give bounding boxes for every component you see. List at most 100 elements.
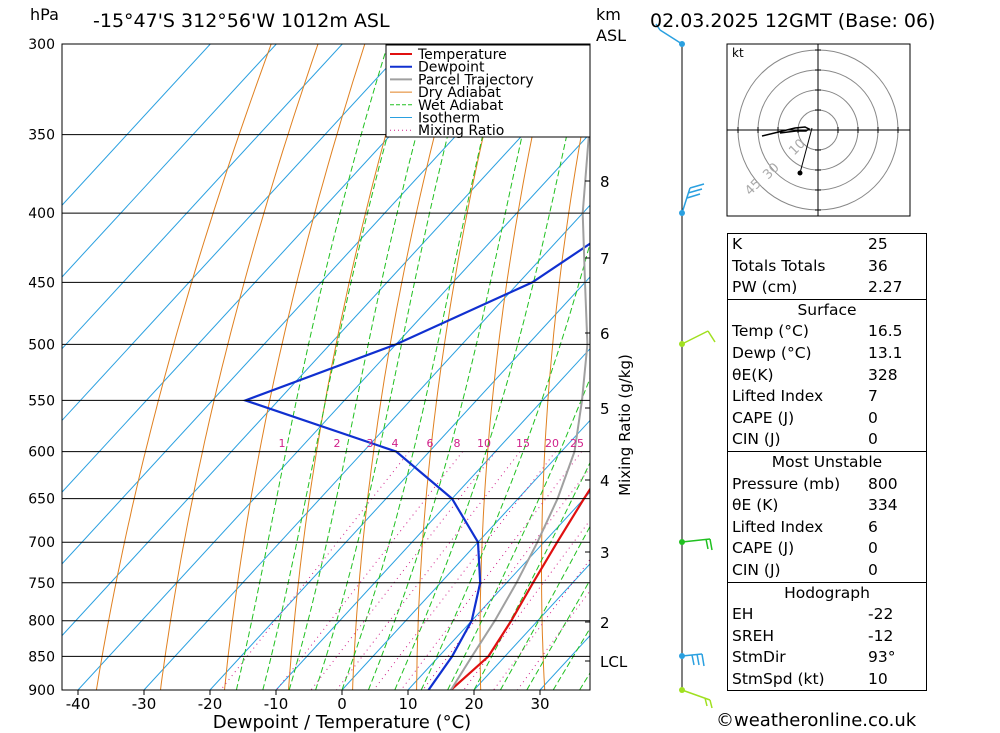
dry-adiabat-line bbox=[416, 44, 506, 690]
wind-level-dot bbox=[679, 341, 685, 347]
x-tick-label: 30 bbox=[530, 695, 549, 713]
pressure-tick-label: 400 bbox=[28, 206, 55, 222]
surface-value: 13.1 bbox=[868, 343, 903, 362]
pw-value: 2.27 bbox=[868, 278, 903, 297]
surface-title: Surface bbox=[797, 300, 857, 319]
location-title: -15°47'S 312°56'W 1012m ASL bbox=[93, 10, 390, 32]
dry-adiabat-line bbox=[659, 44, 693, 690]
dry-adiabat-line bbox=[924, 44, 994, 690]
legend-label: Dry Adiabat bbox=[418, 85, 501, 101]
x-tick-label: -20 bbox=[198, 695, 223, 713]
isotherm-line bbox=[62, 44, 541, 565]
unstable-label: CAPE (J) bbox=[732, 539, 795, 558]
unstable-label: Pressure (mb) bbox=[732, 474, 841, 493]
hodo-label: StmDir bbox=[732, 648, 786, 667]
surface-label: CIN (J) bbox=[732, 430, 781, 449]
isotherm-line bbox=[62, 44, 475, 493]
surface-label: Lifted Index bbox=[732, 387, 824, 406]
unstable-label: Lifted Index bbox=[732, 517, 824, 536]
legend-label: Wet Adiabat bbox=[418, 98, 504, 114]
x-tick-label: -40 bbox=[66, 695, 91, 713]
km-tick-label: 5 bbox=[600, 400, 610, 418]
unstable-value: 800 bbox=[868, 474, 898, 493]
copyright[interactable]: ©weatheronline.co.uk bbox=[716, 710, 917, 731]
pressure-tick-label: 450 bbox=[28, 275, 55, 291]
hodo-label: StmSpd (kt) bbox=[732, 669, 825, 688]
stats-table: K 25 Totals Totals 36 PW (cm) 2.27 Surface … bbox=[727, 233, 927, 692]
pressure-tick-label: 800 bbox=[28, 614, 55, 630]
surface-value: 0 bbox=[868, 430, 878, 449]
mixing-ratio-label: 2 bbox=[334, 437, 341, 450]
wind-barb bbox=[681, 653, 705, 667]
mixing-ratio-label: 10 bbox=[477, 437, 491, 450]
plot-frame bbox=[61, 43, 591, 691]
km-tick-label: 2 bbox=[600, 614, 610, 632]
unstable-value: 0 bbox=[868, 560, 878, 579]
x-tick-label: 0 bbox=[337, 695, 347, 713]
isotherm-line bbox=[62, 44, 409, 422]
pressure-tick-label: 900 bbox=[28, 683, 55, 699]
unstable-label: CIN (J) bbox=[732, 560, 781, 579]
pressure-tick-label: 500 bbox=[28, 337, 55, 353]
mixing-ratio-axis-title: Mixing Ratio (g/kg) bbox=[616, 354, 634, 496]
hodograph-unit: kt bbox=[732, 46, 744, 60]
wet-adiabat-line bbox=[447, 377, 590, 690]
unstable-label: θE (K) bbox=[732, 496, 779, 515]
km-tick-label: LCL bbox=[600, 653, 628, 671]
legend-label: Dewpoint bbox=[418, 60, 485, 76]
mixing-ratio-label: 15 bbox=[516, 437, 530, 450]
surface-value: 7 bbox=[868, 387, 878, 406]
mixing-ratio-label: 20 bbox=[545, 437, 559, 450]
mixing-ratio-label: 6 bbox=[427, 437, 434, 450]
surface-value: 0 bbox=[868, 408, 878, 427]
mixing-ratio-label: 4 bbox=[392, 437, 399, 450]
hodograph-trace bbox=[761, 126, 811, 137]
km-tick-label: 8 bbox=[600, 173, 610, 191]
isotherm-line bbox=[62, 44, 277, 278]
hodo-label: SREH bbox=[732, 626, 775, 645]
pressure-tick-label: 300 bbox=[28, 37, 55, 53]
k-value: 25 bbox=[868, 235, 888, 253]
hpa-label: hPa bbox=[30, 5, 59, 24]
pressure-tick-label: 600 bbox=[28, 445, 55, 461]
tt-value: 36 bbox=[868, 256, 888, 275]
wind-barb bbox=[681, 689, 713, 709]
surface-value: 16.5 bbox=[868, 322, 903, 341]
isotherm-line bbox=[62, 61, 590, 637]
wind-barb bbox=[681, 538, 713, 551]
isotherm-line bbox=[209, 276, 590, 690]
km-tick-label: 6 bbox=[600, 325, 610, 343]
x-tick-label: -10 bbox=[264, 695, 289, 713]
wet-adiabat-line bbox=[394, 44, 588, 690]
datetime-title: 02.03.2025 12GMT (Base: 06) bbox=[650, 10, 936, 32]
surface-label: Dewp (°C) bbox=[732, 343, 812, 362]
stats-surface: Surface Temp (°C) 16.5 Dewp (°C) 13.1 θE(K… bbox=[727, 298, 927, 451]
unstable-value: 0 bbox=[868, 539, 878, 558]
wind-barb bbox=[681, 183, 705, 214]
x-axis-title: Dewpoint / Temperature (°C) bbox=[213, 712, 471, 733]
legend-label: Mixing Ratio bbox=[418, 123, 504, 139]
mixing-ratio-label: 8 bbox=[454, 437, 461, 450]
pressure-tick-label: 650 bbox=[28, 492, 55, 508]
x-tick-label: -30 bbox=[132, 695, 157, 713]
x-tick-label: 20 bbox=[464, 695, 483, 713]
mixing-ratio-line bbox=[276, 451, 463, 690]
storm-motion-vector bbox=[799, 127, 813, 174]
hodo-value: 10 bbox=[868, 669, 888, 688]
mixing-ratio-label: 3 bbox=[367, 437, 374, 450]
hodo-value: -22 bbox=[868, 605, 894, 624]
stats-unstable: Most Unstable Pressure (mb) 800 θE (K) 334… bbox=[727, 450, 927, 582]
pressure-tick-label: 850 bbox=[28, 649, 55, 665]
dry-adiabat-line bbox=[224, 44, 366, 690]
surface-value: 328 bbox=[868, 365, 898, 384]
dry-adiabat-line bbox=[95, 44, 272, 690]
pressure-tick-label: 700 bbox=[28, 535, 55, 551]
stats-basic: K 25 Totals Totals 36 PW (cm) 2.27 bbox=[727, 233, 927, 299]
unstable-title: Most Unstable bbox=[771, 452, 883, 471]
wind-barb bbox=[681, 330, 716, 345]
hodo-title: Hodograph bbox=[784, 583, 870, 602]
km-tick-label: 3 bbox=[600, 544, 610, 562]
isotherm-line bbox=[62, 44, 211, 206]
